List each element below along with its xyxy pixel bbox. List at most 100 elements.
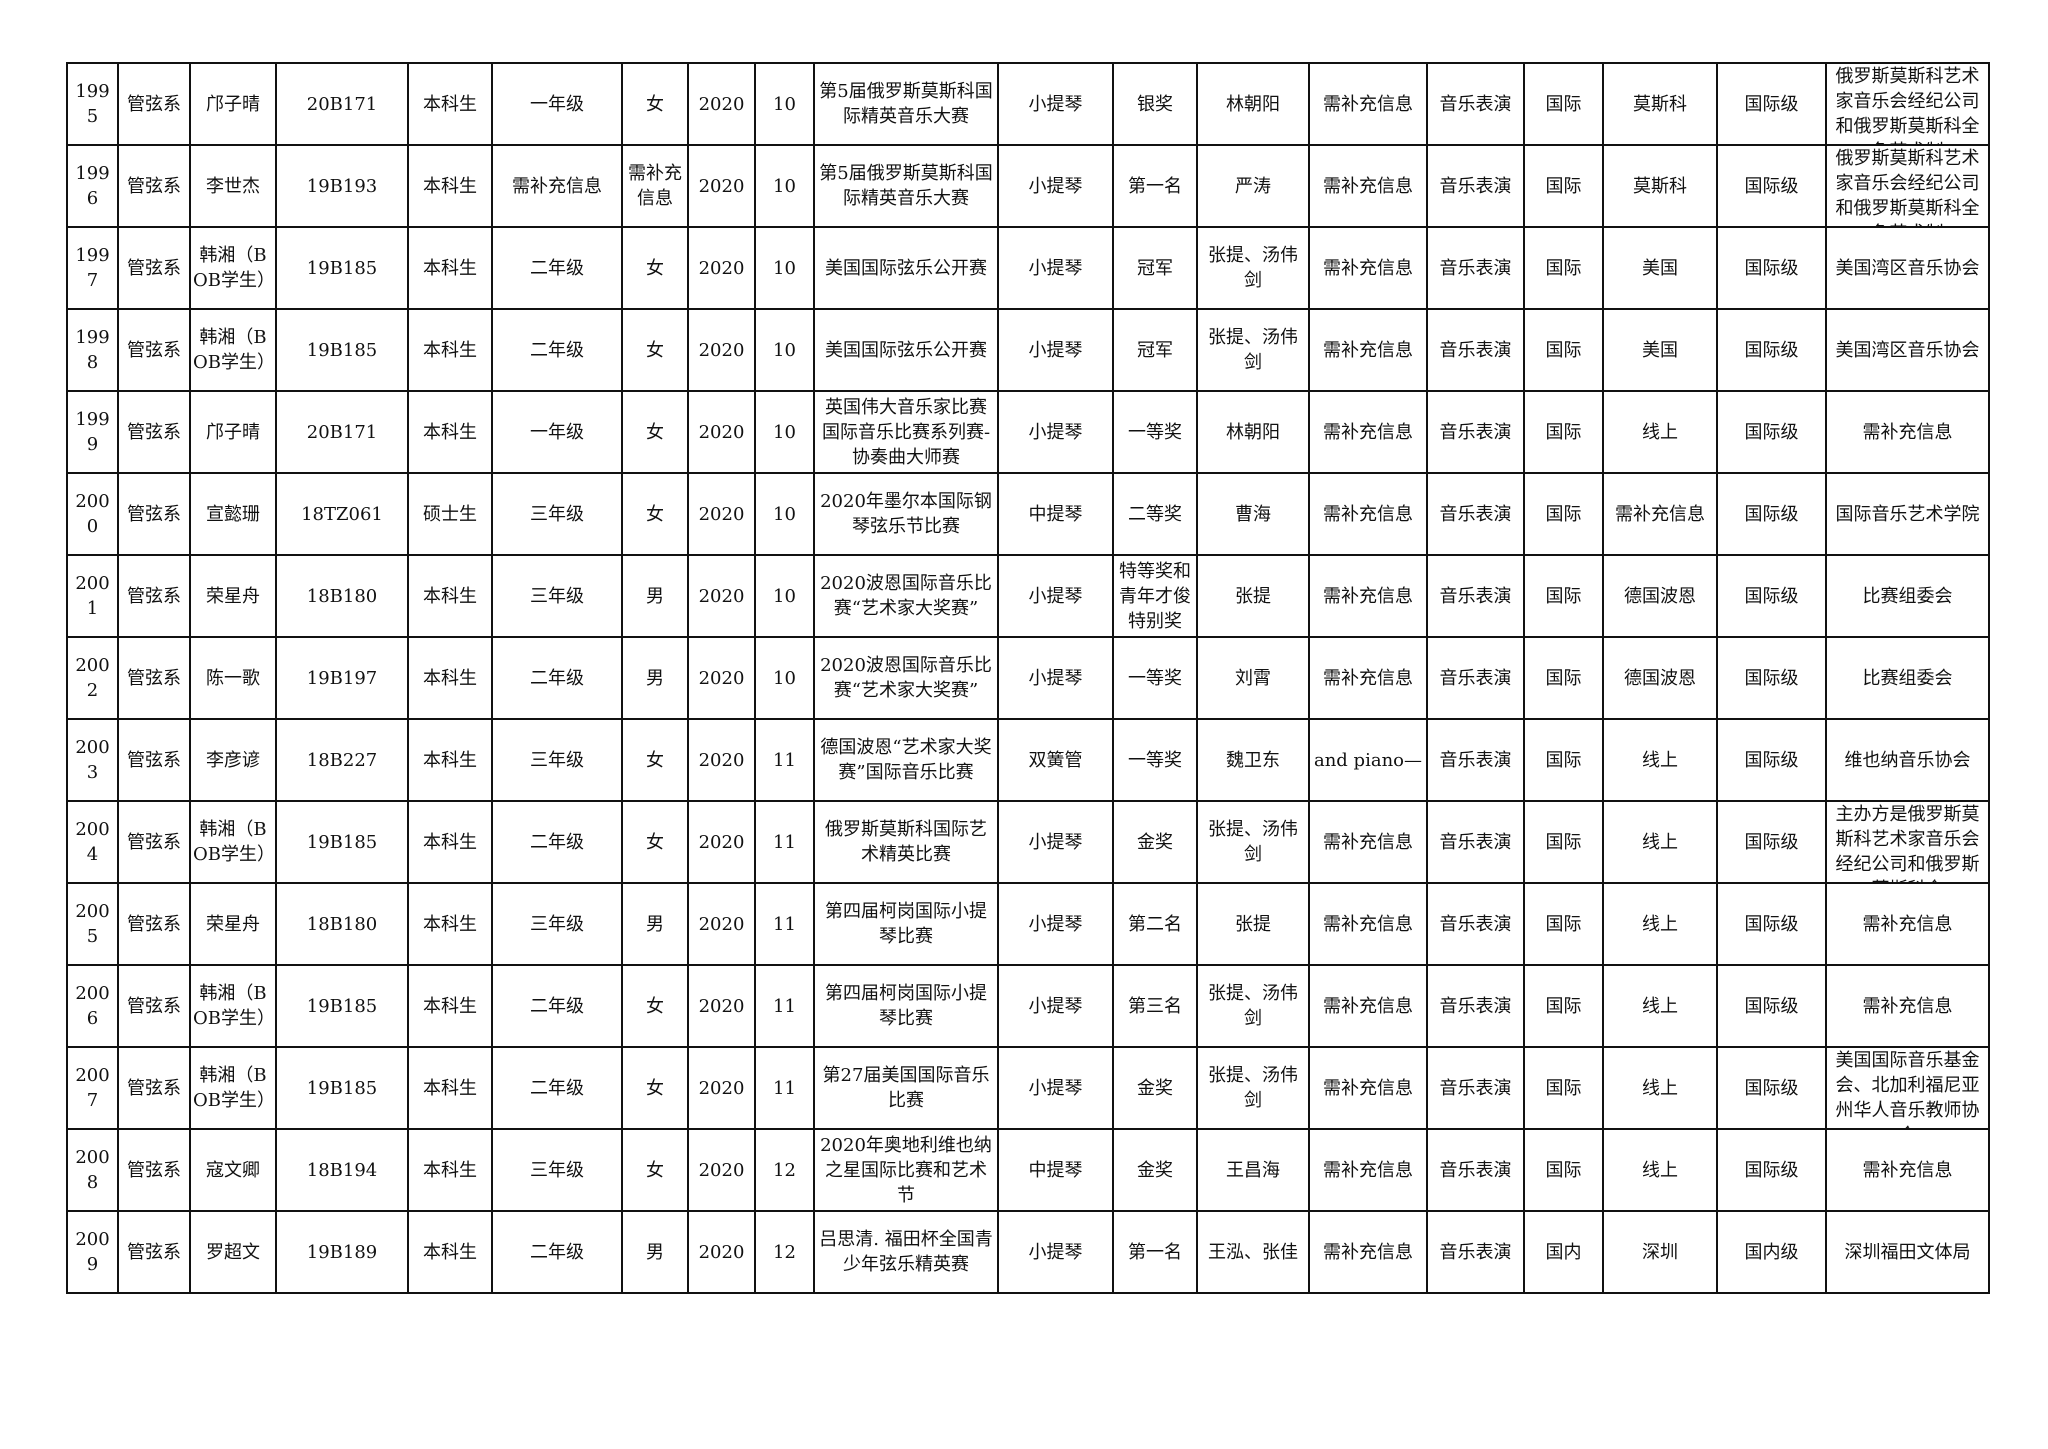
cell-row-number[interactable]: 2003	[66, 718, 119, 802]
cell-department[interactable]: 管弦系	[117, 800, 191, 884]
cell-scope[interactable]: 国际	[1523, 800, 1604, 884]
cell-degree-level[interactable]: 本科生	[407, 554, 493, 638]
cell-location[interactable]: 线上	[1602, 800, 1718, 884]
cell-student-id[interactable]: 19B185	[275, 964, 409, 1048]
cell-scope[interactable]: 国际	[1523, 226, 1604, 310]
cell-scope[interactable]: 国际	[1523, 1128, 1604, 1212]
cell-extra-info[interactable]: 需补充信息	[1308, 144, 1428, 228]
cell-row-number[interactable]: 2001	[66, 554, 119, 638]
cell-location[interactable]: 线上	[1602, 882, 1718, 966]
cell-student-name[interactable]: 韩湘（BOB学生）	[189, 308, 277, 392]
cell-degree-level[interactable]: 硕士生	[407, 472, 493, 556]
cell-grade[interactable]: 二年级	[491, 800, 623, 884]
cell-gender[interactable]: 男	[621, 1210, 689, 1294]
cell-extra-info[interactable]: 需补充信息	[1308, 226, 1428, 310]
cell-student-id[interactable]: 19B197	[275, 636, 409, 720]
cell-degree-level[interactable]: 本科生	[407, 718, 493, 802]
cell-competition-name[interactable]: 第5届俄罗斯莫斯科国际精英音乐大赛	[813, 62, 999, 146]
cell-degree-level[interactable]: 本科生	[407, 964, 493, 1048]
cell-extra-info[interactable]: 需补充信息	[1308, 62, 1428, 146]
cell-row-number[interactable]: 1995	[66, 62, 119, 146]
cell-gender[interactable]: 女	[621, 718, 689, 802]
cell-gender[interactable]: 男	[621, 636, 689, 720]
cell-department[interactable]: 管弦系	[117, 472, 191, 556]
cell-degree-level[interactable]: 本科生	[407, 390, 493, 474]
cell-month[interactable]: 11	[754, 1046, 815, 1130]
cell-category[interactable]: 音乐表演	[1426, 390, 1525, 474]
cell-location[interactable]: 深圳	[1602, 1210, 1718, 1294]
cell-month[interactable]: 10	[754, 308, 815, 392]
cell-student-id[interactable]: 18B227	[275, 718, 409, 802]
cell-level[interactable]: 国际级	[1716, 1128, 1827, 1212]
cell-category[interactable]: 音乐表演	[1426, 554, 1525, 638]
cell-department[interactable]: 管弦系	[117, 964, 191, 1048]
cell-degree-level[interactable]: 本科生	[407, 144, 493, 228]
cell-extra-info[interactable]: 需补充信息	[1308, 636, 1428, 720]
cell-instrument[interactable]: 小提琴	[997, 308, 1114, 392]
cell-organizer[interactable]: 俄罗斯莫斯科艺术家音乐会经纪公司和俄罗斯莫斯科全鱼艺术制	[1825, 144, 1990, 228]
cell-award[interactable]: 一等奖	[1112, 636, 1198, 720]
cell-level[interactable]: 国际级	[1716, 800, 1827, 884]
cell-award[interactable]: 第三名	[1112, 964, 1198, 1048]
cell-degree-level[interactable]: 本科生	[407, 1210, 493, 1294]
cell-grade[interactable]: 一年级	[491, 390, 623, 474]
cell-year[interactable]: 2020	[687, 472, 756, 556]
cell-department[interactable]: 管弦系	[117, 882, 191, 966]
cell-year[interactable]: 2020	[687, 1046, 756, 1130]
cell-organizer[interactable]: 比赛组委会	[1825, 554, 1990, 638]
cell-scope[interactable]: 国际	[1523, 554, 1604, 638]
cell-grade[interactable]: 三年级	[491, 718, 623, 802]
cell-level[interactable]: 国际级	[1716, 882, 1827, 966]
cell-year[interactable]: 2020	[687, 308, 756, 392]
cell-organizer[interactable]: 美国国际音乐基金会、北加利福尼亚州华人音乐教师协会	[1825, 1046, 1990, 1130]
cell-student-id[interactable]: 18B180	[275, 554, 409, 638]
cell-location[interactable]: 美国	[1602, 226, 1718, 310]
cell-year[interactable]: 2020	[687, 1210, 756, 1294]
cell-instrument[interactable]: 双簧管	[997, 718, 1114, 802]
cell-award[interactable]: 二等奖	[1112, 472, 1198, 556]
cell-location[interactable]: 美国	[1602, 308, 1718, 392]
cell-competition-name[interactable]: 德国波恩“艺术家大奖赛”国际音乐比赛	[813, 718, 999, 802]
cell-student-id[interactable]: 20B171	[275, 62, 409, 146]
cell-degree-level[interactable]: 本科生	[407, 1128, 493, 1212]
cell-level[interactable]: 国际级	[1716, 390, 1827, 474]
cell-row-number[interactable]: 1998	[66, 308, 119, 392]
cell-level[interactable]: 国际级	[1716, 308, 1827, 392]
cell-location[interactable]: 德国波恩	[1602, 554, 1718, 638]
cell-grade[interactable]: 二年级	[491, 1046, 623, 1130]
cell-row-number[interactable]: 2007	[66, 1046, 119, 1130]
cell-category[interactable]: 音乐表演	[1426, 636, 1525, 720]
cell-competition-name[interactable]: 第四届柯岗国际小提琴比赛	[813, 882, 999, 966]
cell-organizer[interactable]: 美国湾区音乐协会	[1825, 308, 1990, 392]
cell-award[interactable]: 冠军	[1112, 226, 1198, 310]
cell-month[interactable]: 12	[754, 1128, 815, 1212]
cell-category[interactable]: 音乐表演	[1426, 718, 1525, 802]
cell-extra-info[interactable]: 需补充信息	[1308, 1210, 1428, 1294]
cell-scope[interactable]: 国际	[1523, 144, 1604, 228]
cell-student-name[interactable]: 邝子晴	[189, 62, 277, 146]
cell-student-id[interactable]: 19B185	[275, 226, 409, 310]
cell-row-number[interactable]: 2009	[66, 1210, 119, 1294]
cell-department[interactable]: 管弦系	[117, 1046, 191, 1130]
cell-month[interactable]: 10	[754, 144, 815, 228]
cell-location[interactable]: 线上	[1602, 964, 1718, 1048]
cell-instrument[interactable]: 小提琴	[997, 62, 1114, 146]
cell-competition-name[interactable]: 2020年墨尔本国际钢琴弦乐节比赛	[813, 472, 999, 556]
cell-award[interactable]: 第一名	[1112, 144, 1198, 228]
cell-organizer[interactable]: 俄罗斯莫斯科艺术家音乐会经纪公司和俄罗斯莫斯科全鱼艺术制	[1825, 62, 1990, 146]
cell-competition-name[interactable]: 美国国际弦乐公开赛	[813, 226, 999, 310]
cell-instrument[interactable]: 小提琴	[997, 144, 1114, 228]
cell-level[interactable]: 国际级	[1716, 1046, 1827, 1130]
cell-award[interactable]: 冠军	[1112, 308, 1198, 392]
cell-degree-level[interactable]: 本科生	[407, 800, 493, 884]
cell-month[interactable]: 11	[754, 800, 815, 884]
cell-instructor[interactable]: 张提、汤伟剑	[1196, 308, 1310, 392]
cell-extra-info[interactable]: 需补充信息	[1308, 390, 1428, 474]
cell-level[interactable]: 国际级	[1716, 226, 1827, 310]
cell-department[interactable]: 管弦系	[117, 718, 191, 802]
cell-organizer[interactable]: 深圳福田文体局	[1825, 1210, 1990, 1294]
cell-location[interactable]: 莫斯科	[1602, 62, 1718, 146]
cell-competition-name[interactable]: 第5届俄罗斯莫斯科国际精英音乐大赛	[813, 144, 999, 228]
cell-month[interactable]: 11	[754, 882, 815, 966]
cell-student-id[interactable]: 20B171	[275, 390, 409, 474]
